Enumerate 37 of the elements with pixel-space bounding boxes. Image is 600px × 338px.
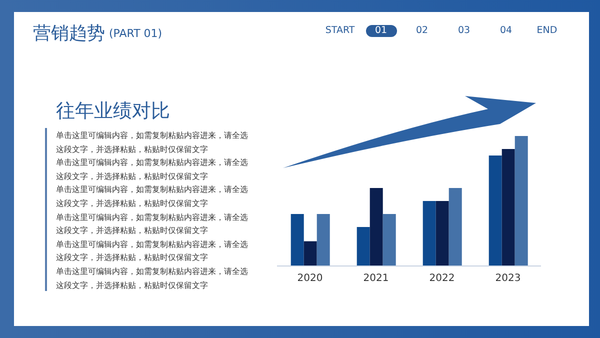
bar xyxy=(422,201,436,266)
text: START xyxy=(324,25,356,37)
bar xyxy=(356,227,370,266)
bar xyxy=(290,214,304,266)
text: 这段文字，并选择粘贴，粘贴时仅保留文字 xyxy=(56,251,208,264)
text: 单击这里可编辑内容，如需复制粘贴内容进来，请全选 xyxy=(56,210,248,223)
bar xyxy=(382,214,396,266)
x-tick-label: 2020 xyxy=(297,273,323,284)
x-tick-label: 2022 xyxy=(429,273,455,284)
text: 单击这里可编辑内容，如需复制粘贴内容进来，请全选 xyxy=(56,265,248,277)
bar xyxy=(304,241,317,266)
x-tick-label: 2023 xyxy=(495,273,521,284)
text: END xyxy=(536,25,558,37)
text: (PART 01) xyxy=(109,27,162,40)
text: 单击这里可编辑内容，如需复制粘贴内容进来，请全选 xyxy=(56,238,248,250)
bar xyxy=(448,188,462,266)
text: 单击这里可编辑内容，如需复制粘贴内容进来，请全选 xyxy=(56,183,248,196)
text: 这段文字，并选择粘贴，粘贴时仅保留文字 xyxy=(56,278,208,291)
text: 03 xyxy=(456,25,472,37)
text: 02 xyxy=(414,25,430,37)
bar xyxy=(502,149,515,266)
text: 单击这里可编辑内容，如需复制粘贴内容进来，请全选 xyxy=(56,156,248,168)
text: 01 xyxy=(374,25,388,37)
text: 这段文字，并选择粘贴，粘贴时仅保留文字 xyxy=(56,170,208,182)
text: 这段文字，并选择粘贴，粘贴时仅保留文字 xyxy=(56,197,208,209)
bar xyxy=(488,156,502,266)
bar xyxy=(316,214,330,266)
bar xyxy=(436,201,449,266)
text: 往年业绩对比 xyxy=(56,99,170,124)
bar xyxy=(370,188,383,266)
bar xyxy=(514,136,528,266)
text: 营销趋势 xyxy=(33,22,105,45)
x-tick-label: 2021 xyxy=(363,273,389,284)
text: 单击这里可编辑内容，如需复制粘贴内容进来，请全选 xyxy=(56,129,248,141)
text: 这段文字，并选择粘贴，粘贴时仅保留文字 xyxy=(56,142,208,155)
text: 这段文字，并选择粘贴，粘贴时仅保留文字 xyxy=(56,224,208,236)
text: 04 xyxy=(498,25,514,37)
